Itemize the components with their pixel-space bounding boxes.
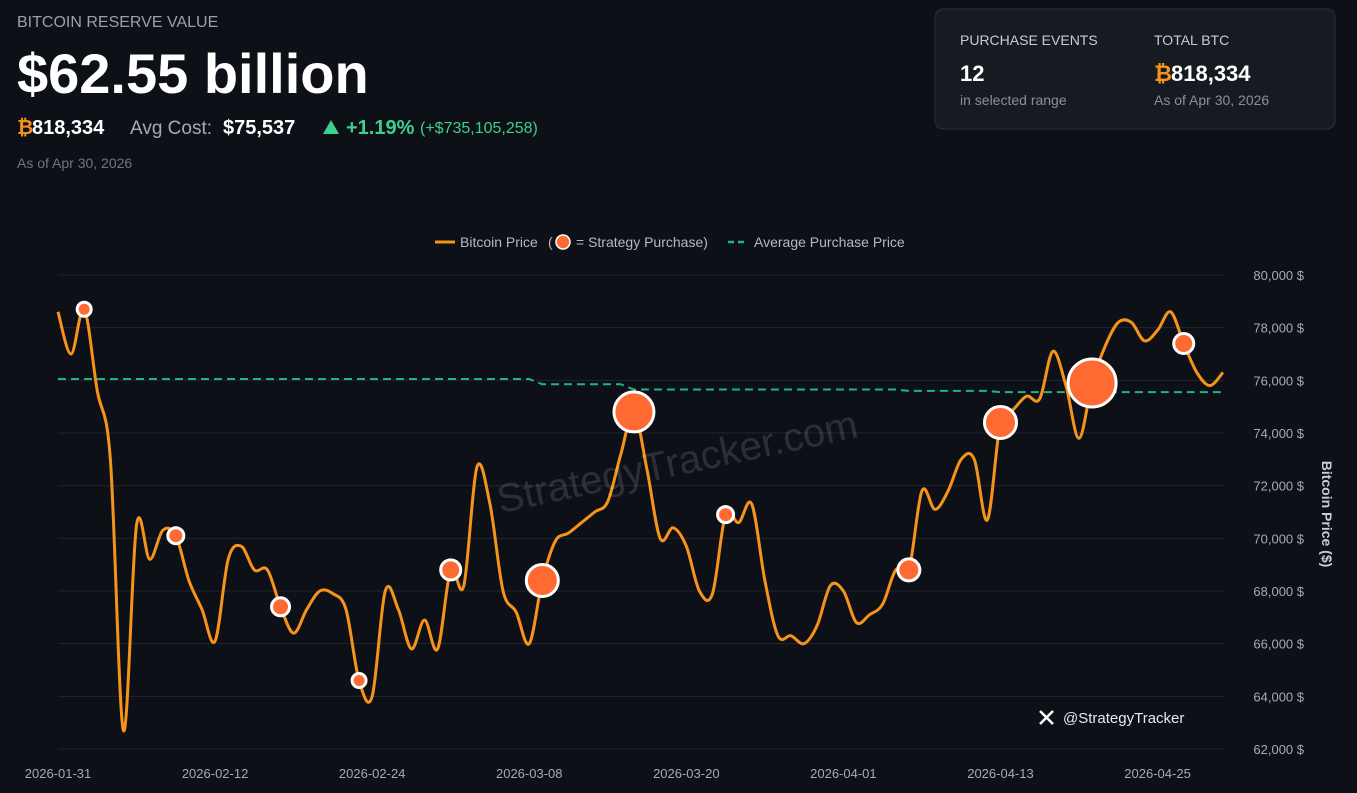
events-label: PURCHASE EVENTS bbox=[960, 32, 1098, 48]
y-tick-label: 80,000 $ bbox=[1253, 268, 1304, 283]
change-usd: (+$735,105,258) bbox=[420, 120, 538, 137]
x-tick-label: 2026-04-13 bbox=[967, 766, 1034, 781]
btc-label: TOTAL BTC bbox=[1154, 32, 1229, 48]
purchase-marker bbox=[982, 404, 1018, 440]
reserve-value: $62.55 billion bbox=[17, 42, 369, 105]
purchase-marker bbox=[439, 558, 463, 582]
purchase-marker bbox=[1172, 331, 1196, 355]
y-tick-label: 78,000 $ bbox=[1253, 321, 1304, 336]
y-tick-label: 62,000 $ bbox=[1253, 742, 1304, 757]
price-line bbox=[56, 307, 1225, 733]
credit: @StrategyTracker bbox=[1063, 710, 1184, 727]
purchase-marker bbox=[1066, 357, 1118, 409]
legend-marker bbox=[555, 234, 571, 250]
x-tick-label: 2026-04-01 bbox=[810, 766, 877, 781]
y-tick-label: 66,000 $ bbox=[1253, 637, 1304, 652]
y-tick-label: 70,000 $ bbox=[1253, 531, 1304, 546]
y-tick-label: 68,000 $ bbox=[1253, 584, 1304, 599]
legend-label: = Strategy Purchase) bbox=[576, 234, 708, 250]
header-title: BITCOIN RESERVE VALUE bbox=[17, 14, 218, 31]
events-value: 12 bbox=[960, 61, 984, 86]
legend-label: Average Purchase Price bbox=[754, 234, 905, 250]
btc-symbol: ₿ bbox=[1154, 61, 1172, 86]
purchase-marker bbox=[524, 562, 560, 598]
x-tick-label: 2026-04-25 bbox=[1124, 766, 1191, 781]
avg-cost-label: Avg Cost: bbox=[130, 118, 212, 139]
stats-card bbox=[934, 8, 1336, 130]
btc-value: 818,334 bbox=[1171, 61, 1251, 86]
x-tick-label: 2026-01-31 bbox=[25, 766, 92, 781]
purchase-marker bbox=[75, 300, 93, 318]
average-line bbox=[58, 378, 1223, 394]
purchase-marker bbox=[896, 557, 922, 583]
x-tick-label: 2026-03-20 bbox=[653, 766, 720, 781]
btc-note: As of Apr 30, 2026 bbox=[1154, 92, 1269, 108]
y-tick-label: 64,000 $ bbox=[1253, 689, 1304, 704]
x-tick-label: 2026-02-24 bbox=[339, 766, 406, 781]
purchase-marker bbox=[166, 526, 186, 546]
purchase-marker bbox=[270, 596, 292, 618]
purchase-marker bbox=[716, 505, 736, 525]
x-tick-label: 2026-03-08 bbox=[496, 766, 563, 781]
y-tick-label: 72,000 $ bbox=[1253, 479, 1304, 494]
btc-symbol: ₿ bbox=[17, 117, 33, 139]
x-logo bbox=[1039, 710, 1054, 725]
legend-paren: ( bbox=[548, 234, 553, 250]
avg-cost: $75,537 bbox=[223, 117, 295, 139]
as-of: As of Apr 30, 2026 bbox=[17, 155, 132, 171]
events-note: in selected range bbox=[960, 92, 1067, 108]
btc-amount: 818,334 bbox=[32, 117, 105, 139]
y-axis-label: Bitcoin Price ($) bbox=[1319, 461, 1335, 568]
change-pct: +1.19% bbox=[346, 117, 415, 139]
purchase-marker bbox=[350, 672, 368, 690]
up-arrow bbox=[323, 120, 339, 134]
x-tick-label: 2026-02-12 bbox=[182, 766, 249, 781]
y-tick-label: 76,000 $ bbox=[1253, 373, 1304, 388]
purchase-marker bbox=[612, 390, 656, 434]
plot: 62,000 $ 64,000 $ 66,000 $ 68,000 $ 70,000 $… bbox=[25, 268, 1305, 781]
legend-label: Bitcoin Price bbox=[460, 234, 538, 250]
y-tick-label: 74,000 $ bbox=[1253, 426, 1304, 441]
watermark: StrategyTracker.com bbox=[493, 403, 862, 522]
